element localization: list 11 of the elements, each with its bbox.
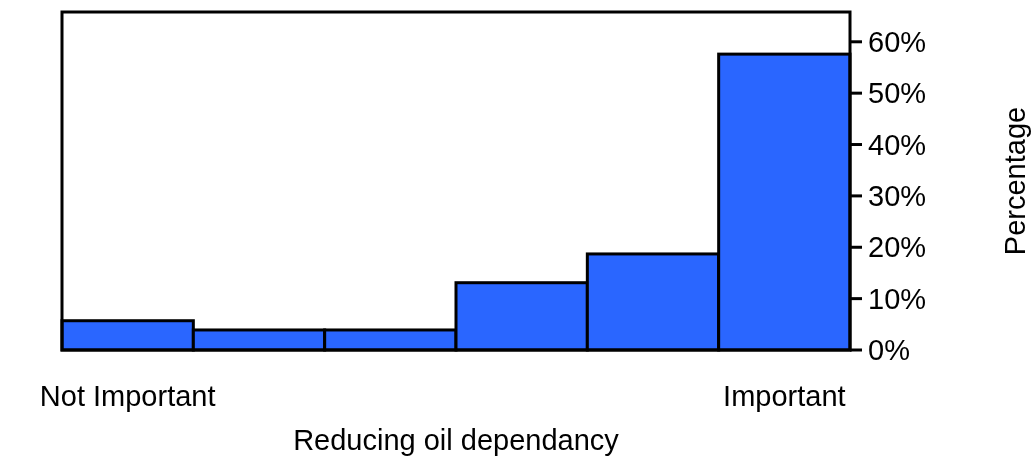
- x-tick-label: Important: [723, 380, 846, 412]
- y-tick-label: 30%: [868, 180, 927, 213]
- y-tick-label: 40%: [868, 128, 927, 161]
- y-tick-label: 0%: [868, 334, 910, 367]
- y-tick-label: 50%: [868, 77, 927, 110]
- y-tick-label: 20%: [868, 231, 927, 264]
- y-axis-title: Percentage: [999, 106, 1031, 256]
- x-tick-label: Not Important: [39, 380, 216, 412]
- y-tick-label: 10%: [868, 282, 927, 315]
- y-tick-label: 60%: [868, 25, 927, 58]
- x-axis-title: Reducing oil dependancy: [293, 424, 620, 456]
